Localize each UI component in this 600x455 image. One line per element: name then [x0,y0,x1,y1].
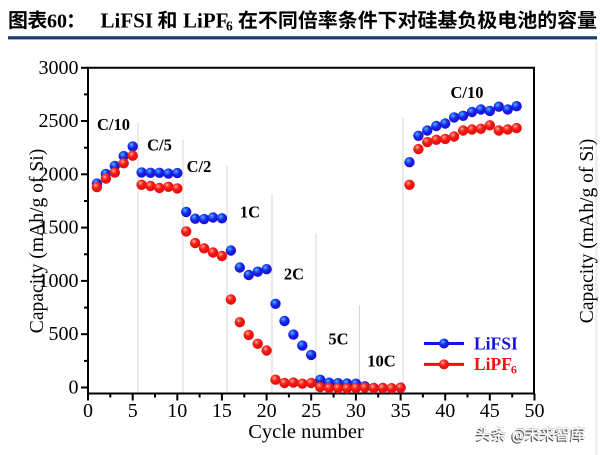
svg-text:Capacity (mAh/g of Si): Capacity (mAh/g of Si) [27,149,48,333]
svg-text:60: 60 [47,10,67,32]
svg-text:0: 0 [69,377,79,399]
svg-text:LiFSI: LiFSI [101,8,154,32]
svg-text:0: 0 [83,400,93,422]
svg-text:25: 25 [301,400,321,422]
svg-text:1C: 1C [240,203,260,222]
svg-text:1000: 1000 [39,270,79,292]
svg-text:5: 5 [128,400,138,422]
svg-text:Cycle number: Cycle number [248,421,364,443]
svg-text:35: 35 [391,400,411,422]
svg-text:LiPF: LiPF [474,354,512,374]
svg-text:50: 50 [525,400,545,422]
svg-text:LiPF: LiPF [183,8,229,32]
svg-text:2500: 2500 [39,110,79,132]
svg-text:2C: 2C [284,265,304,284]
svg-text:C/10: C/10 [97,115,130,134]
svg-text:6: 6 [226,19,233,34]
svg-text:10C: 10C [367,352,395,371]
svg-text:3000: 3000 [39,57,79,79]
svg-text:1500: 1500 [39,217,79,239]
svg-text:C/2: C/2 [187,157,212,176]
svg-text:30: 30 [346,400,366,422]
svg-text:20: 20 [257,400,277,422]
svg-text:15: 15 [212,400,232,422]
svg-text:10: 10 [167,400,187,422]
svg-text:2000: 2000 [39,163,79,185]
svg-text:6: 6 [511,363,517,377]
svg-text:500: 500 [49,323,79,345]
svg-text:LiFSI: LiFSI [474,333,518,353]
svg-text:Capacity (mAh/g of Si): Capacity (mAh/g of Si) [577,139,598,323]
svg-text:45: 45 [480,400,500,422]
svg-text:5C: 5C [328,330,348,349]
svg-text:C/10: C/10 [451,83,484,102]
svg-text:C/5: C/5 [147,136,172,155]
svg-text:40: 40 [435,400,455,422]
